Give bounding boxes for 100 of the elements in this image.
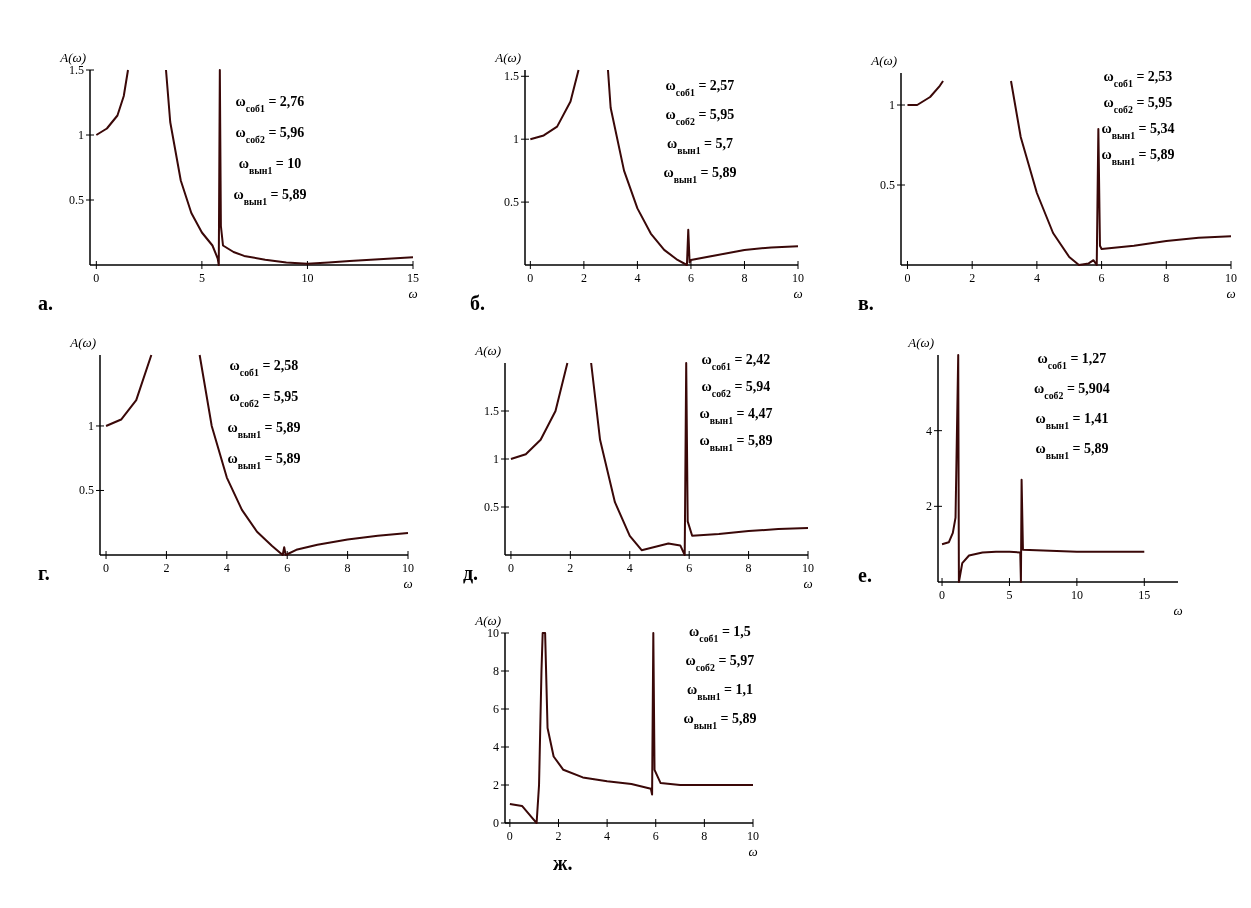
y-tick-label: 1.5 [484,404,499,418]
y-tick-label: 1 [889,98,895,112]
annotation: ω$_{вын1}$ = 1,1 [686,682,754,702]
y-tick-label: 4 [493,740,499,754]
y-tick-label: 1 [88,418,94,433]
y-axis-title: A(ω) [494,50,521,65]
line-series [606,69,799,266]
y-axis-title: A(ω) [474,343,501,358]
y-tick-label: 0.5 [79,483,94,498]
annotation: ω$_{вын1}$ = 10 [238,156,302,176]
x-tick-label: 4 [626,561,633,575]
x-axis-title: ω [403,576,413,591]
x-axis-title: ω [748,844,758,859]
annotation: ω$_{соб2}$ = 5,96 [235,125,305,145]
annotation: ω$_{соб2}$ = 5,95 [665,107,735,127]
line-series [95,69,129,136]
x-tick-label: 5 [1006,588,1013,602]
y-tick-label: 0.5 [69,193,84,207]
line-series [529,69,580,141]
x-tick-label: 10 [402,561,414,575]
line-series [509,362,569,460]
x-axis-title: ω [1173,603,1183,618]
y-tick-label: 6 [493,702,499,716]
x-axis-title: ω [1226,286,1236,301]
annotation: ω$_{вын1}$ = 5,7 [666,136,734,156]
y-tick-label: 0.5 [880,178,895,192]
y-axis-title: A(ω) [474,613,501,628]
x-tick-label: 6 [284,561,291,575]
x-tick-label: 5 [198,271,205,285]
y-axis-title: A(ω) [59,50,86,65]
annotation: ω$_{соб1}$ = 2,76 [235,94,305,114]
x-tick-label: 0 [939,588,946,602]
x-axis-title: ω [803,576,813,591]
x-tick-label: 2 [580,271,587,285]
x-tick-label: 2 [567,561,574,575]
line-series [941,354,1146,583]
annotation: ω$_{вын1}$ = 5,89 [227,420,301,440]
x-tick-label: 10 [301,271,314,285]
x-tick-label: 6 [686,561,693,575]
x-tick-label: 10 [747,829,759,843]
y-tick-label: 1 [513,132,519,147]
annotation: ω$_{соб1}$ = 1,5 [689,624,751,644]
x-axis-title: ω [793,286,803,301]
text: в. [858,292,874,314]
x-tick-label: 4 [1033,271,1040,285]
x-tick-label: 8 [741,271,748,285]
x-tick-label: 6 [652,829,659,843]
line-series [165,69,414,266]
y-tick-label: 8 [493,664,499,678]
annotation: ω$_{соб2}$ = 5,95 [229,389,299,409]
annotation: ω$_{вын1}$ = 5,89 [683,711,757,731]
annotation: ω$_{соб1}$ = 2,57 [665,78,735,98]
x-tick-label: 4 [223,561,230,575]
annotation: ω$_{соб1}$ = 2,42 [701,352,771,372]
annotation: ω$_{соб2}$ = 5,97 [685,653,755,673]
text: ж. [553,852,573,874]
x-tick-label: 0 [103,561,110,575]
x-tick-label: 0 [527,271,534,285]
x-tick-label: 2 [555,829,562,843]
x-tick-label: 6 [687,271,694,285]
x-axis-title: ω [408,286,418,301]
x-tick-label: 8 [1163,271,1170,285]
x-tick-label: 4 [604,829,611,843]
annotation: ω$_{соб2}$ = 5,94 [701,379,771,399]
y-tick-label: 0.5 [504,195,519,210]
annotation: ω$_{вын1}$ = 1,41 [1035,411,1109,431]
x-tick-label: 10 [1225,271,1237,285]
x-tick-label: 8 [701,829,708,843]
text: а. [38,292,53,314]
text: е. [858,564,872,586]
line-series [906,80,945,106]
annotation: ω$_{соб1}$ = 2,53 [1103,69,1173,89]
x-tick-label: 4 [634,271,641,285]
annotation: ω$_{вын1}$ = 5,89 [227,451,301,471]
line-series [105,354,153,427]
y-tick-label: 2 [493,778,499,792]
annotation: ω$_{вын1}$ = 5,89 [663,165,737,185]
x-tick-label: 2 [969,271,976,285]
x-tick-label: 8 [344,561,351,575]
annotation: ω$_{соб2}$ = 5,904 [1034,381,1110,401]
annotation: ω$_{вын1}$ = 5,34 [1101,121,1175,141]
x-tick-label: 0 [904,271,911,285]
annotation: ω$_{соб1}$ = 2,58 [229,358,299,378]
x-tick-label: 10 [802,561,814,575]
annotation: ω$_{вын1}$ = 5,89 [699,433,773,453]
x-tick-label: 6 [1098,271,1105,285]
y-axis-title: A(ω) [69,335,96,350]
line-series [198,354,409,556]
y-tick-label: 0.5 [484,500,499,514]
y-tick-label: 0 [493,816,499,830]
text: г. [38,562,50,584]
y-tick-label: 1 [78,128,84,142]
y-tick-label: 1 [493,452,499,466]
y-axis-title: A(ω) [907,335,934,350]
x-tick-label: 15 [1138,588,1151,602]
x-tick-label: 10 [792,271,804,285]
annotation: ω$_{соб1}$ = 1,27 [1037,351,1107,371]
annotation: ω$_{вын1}$ = 5,89 [1101,147,1175,167]
x-tick-label: 8 [745,561,752,575]
y-tick-label: 1.5 [504,69,519,84]
